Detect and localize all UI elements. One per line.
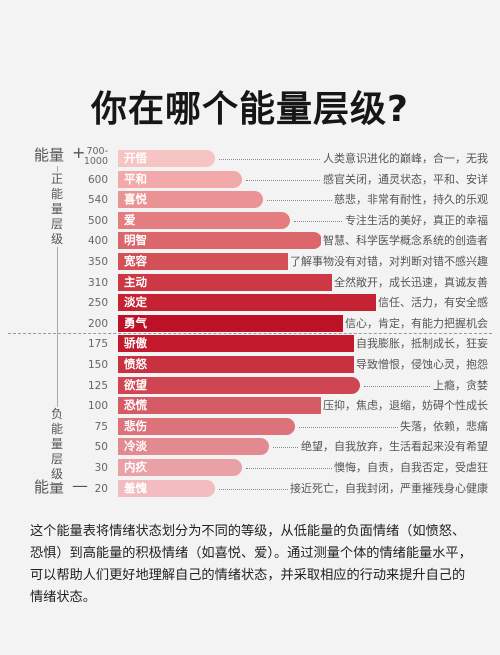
energy-bar: 骄傲	[118, 335, 419, 353]
energy-description: 失落，依赖，悲痛	[398, 417, 488, 435]
energy-level-value: 500	[87, 214, 108, 227]
energy-level-value: 250	[87, 297, 108, 310]
energy-description: 信任、活力，有安全感	[376, 294, 488, 312]
energy-level-value: 75	[94, 420, 108, 433]
energy-description: 专注生活的美好，真正的幸福	[343, 211, 488, 229]
energy-description: 感官关闭，通灵状态，平和、安详	[321, 170, 488, 188]
energy-description: 接近死亡，自我封闭，严重摧残身心健康	[288, 479, 488, 497]
energy-description: 导致憎恨，侵蚀心灵，抱怨	[354, 356, 488, 373]
energy-bar: 欲望	[118, 376, 360, 394]
energy-description: 绝望，自我放弃，生活看起来没有希望	[299, 438, 488, 456]
description-paragraph: 这个能量表将情绪状态划分为不同的等级，从低能量的负面情绪（如愤怒、恐惧）到高能量…	[30, 524, 472, 605]
energy-level-value: 20	[94, 482, 108, 495]
energy-bar: 淡定	[118, 294, 419, 312]
zero-divider	[8, 333, 492, 334]
energy-bar: 悲伤	[118, 417, 295, 435]
energy-level-value: 50	[94, 441, 108, 454]
energy-description: 了解事物没有对错，对判断对错不感兴趣	[288, 253, 488, 270]
energy-description: 压抑，焦虑，退缩，妨碍个性成长	[321, 397, 488, 415]
energy-level-value: 150	[87, 359, 108, 371]
energy-description: 智慧、科学医学概念系统的创造者	[321, 232, 488, 250]
minus-sign: —	[72, 476, 88, 495]
energy-level-value: 125	[87, 379, 108, 392]
energy-level-value: 700- 1000	[83, 146, 108, 167]
positive-axis-label: 正能量层级	[48, 172, 66, 247]
energy-level-value: 310	[87, 276, 108, 289]
energy-level-value: 200	[87, 317, 108, 330]
energy-bar: 开悟	[118, 150, 215, 167]
energy-description: 上瘾，贪婪	[431, 376, 488, 394]
energy-description: 自我膨胀，抵制成长，狂妄	[354, 335, 488, 353]
energy-description: 信心，肯定，有能力把握机会	[343, 314, 488, 332]
energy-level-value: 540	[87, 194, 108, 207]
energy-description: 懊悔，自责，自我否定，受虐狂	[332, 459, 488, 476]
energy-level-value: 175	[87, 338, 108, 351]
energy-description: 慈悲，非常有耐性，持久的乐观	[332, 191, 488, 209]
energy-bar: 羞愧	[118, 479, 215, 497]
energy-bar: 喜悦	[118, 191, 263, 209]
energy-bar: 恐慌	[118, 397, 328, 415]
energy-bar: 内疚	[118, 459, 242, 476]
energy-level-value: 600	[87, 173, 108, 186]
energy-bar: 平和	[118, 170, 242, 188]
plus-sign: +	[72, 143, 86, 162]
energy-level-value: 100	[87, 400, 108, 413]
energy-description: 全然敞开，成长迅速，真诚友善	[332, 273, 488, 291]
energy-bar: 主动	[118, 273, 387, 291]
energy-level-value: 30	[94, 462, 108, 474]
leader-dots	[364, 385, 488, 387]
axis-bottom-label: 能量	[34, 478, 65, 496]
energy-bar: 冷淡	[118, 438, 269, 456]
negative-axis-label: 负能量层级	[48, 407, 66, 482]
energy-bar: 明智	[118, 232, 322, 250]
energy-level-value: 400	[87, 235, 108, 248]
energy-bar: 爱	[118, 211, 290, 229]
energy-level-value: 350	[87, 256, 108, 268]
axis-line	[57, 166, 58, 472]
energy-bar: 愤怒	[118, 356, 387, 373]
energy-description: 人类意识进化的巅峰，合一，无我	[321, 150, 488, 167]
leader-dots	[299, 426, 488, 428]
page-title: 你在哪个能量层级?	[91, 89, 409, 130]
axis-top-label: 能量	[34, 146, 65, 164]
